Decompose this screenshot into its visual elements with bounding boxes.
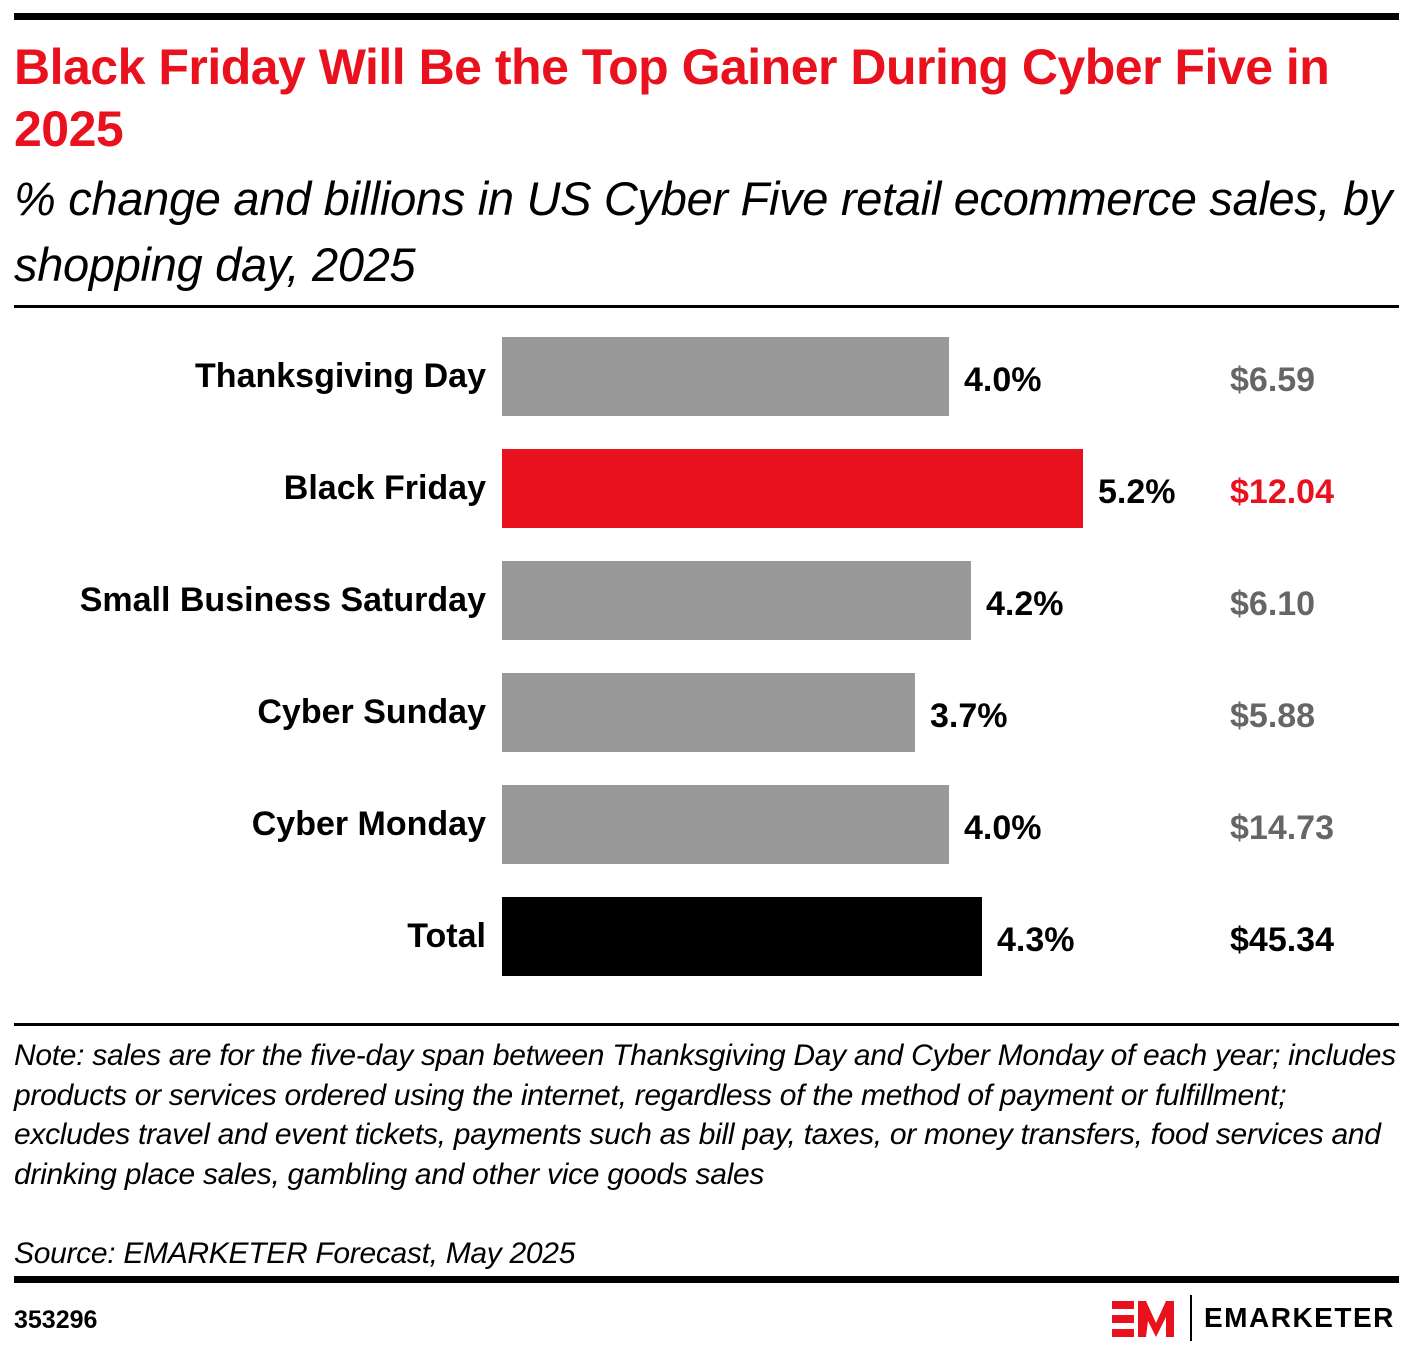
bar [502, 785, 949, 864]
chart-row: Small Business Saturday 4.2% $6.10 [0, 561, 1410, 640]
chart-row: Black Friday 5.2% $12.04 [0, 449, 1410, 528]
percent-change-label: 4.0% [964, 809, 1042, 847]
bar [502, 561, 971, 640]
chart-subtitle: % change and billions in US Cyber Five r… [14, 172, 1393, 291]
em-logo-icon [1112, 1301, 1174, 1337]
category-label: Thanksgiving Day [195, 357, 486, 395]
emarketer-logo: EMARKETER [1112, 1295, 1402, 1341]
sales-value-label: $6.59 [1230, 361, 1316, 399]
chart-note: Note: sales are for the five-day span be… [14, 1039, 1396, 1191]
category-label: Cyber Sunday [257, 693, 486, 731]
category-label: Total [407, 917, 486, 955]
chart-row: Total 4.3% $45.34 [0, 897, 1410, 976]
category-label: Small Business Saturday [79, 581, 486, 619]
category-label: Cyber Monday [251, 805, 486, 843]
header-divider [14, 305, 1399, 308]
bar [502, 673, 915, 752]
chart-id: 353296 [14, 1306, 98, 1334]
sales-value-label: $45.34 [1230, 921, 1334, 959]
bar [502, 449, 1083, 528]
sales-value-label: $12.04 [1230, 473, 1334, 511]
sales-value-label: $14.73 [1230, 809, 1334, 847]
chart-source: Source: EMARKETER Forecast, May 2025 [14, 1237, 576, 1270]
sales-value-label: $5.88 [1230, 697, 1316, 735]
note-divider [14, 1023, 1399, 1026]
bar [502, 337, 949, 416]
sales-value-label: $6.10 [1230, 585, 1316, 623]
logo-divider [1190, 1295, 1192, 1341]
category-label: Black Friday [283, 469, 486, 507]
chart-row: Cyber Monday 4.0% $14.73 [0, 785, 1410, 864]
chart-title: Black Friday Will Be the Top Gainer Duri… [14, 39, 1330, 157]
percent-change-label: 4.2% [986, 585, 1064, 623]
bottom-rule [14, 1276, 1399, 1283]
percent-change-label: 4.0% [964, 361, 1042, 399]
chart-row: Thanksgiving Day 4.0% $6.59 [0, 337, 1410, 416]
percent-change-label: 4.3% [997, 921, 1075, 959]
top-rule [14, 13, 1399, 20]
chart-row: Cyber Sunday 3.7% $5.88 [0, 673, 1410, 752]
bar [502, 897, 982, 976]
bar-chart: Thanksgiving Day 4.0% $6.59 Black Friday 5.2… [0, 337, 1410, 977]
brand-name: EMARKETER [1204, 1302, 1395, 1333]
percent-change-label: 3.7% [930, 697, 1008, 735]
percent-change-label: 5.2% [1098, 473, 1176, 511]
